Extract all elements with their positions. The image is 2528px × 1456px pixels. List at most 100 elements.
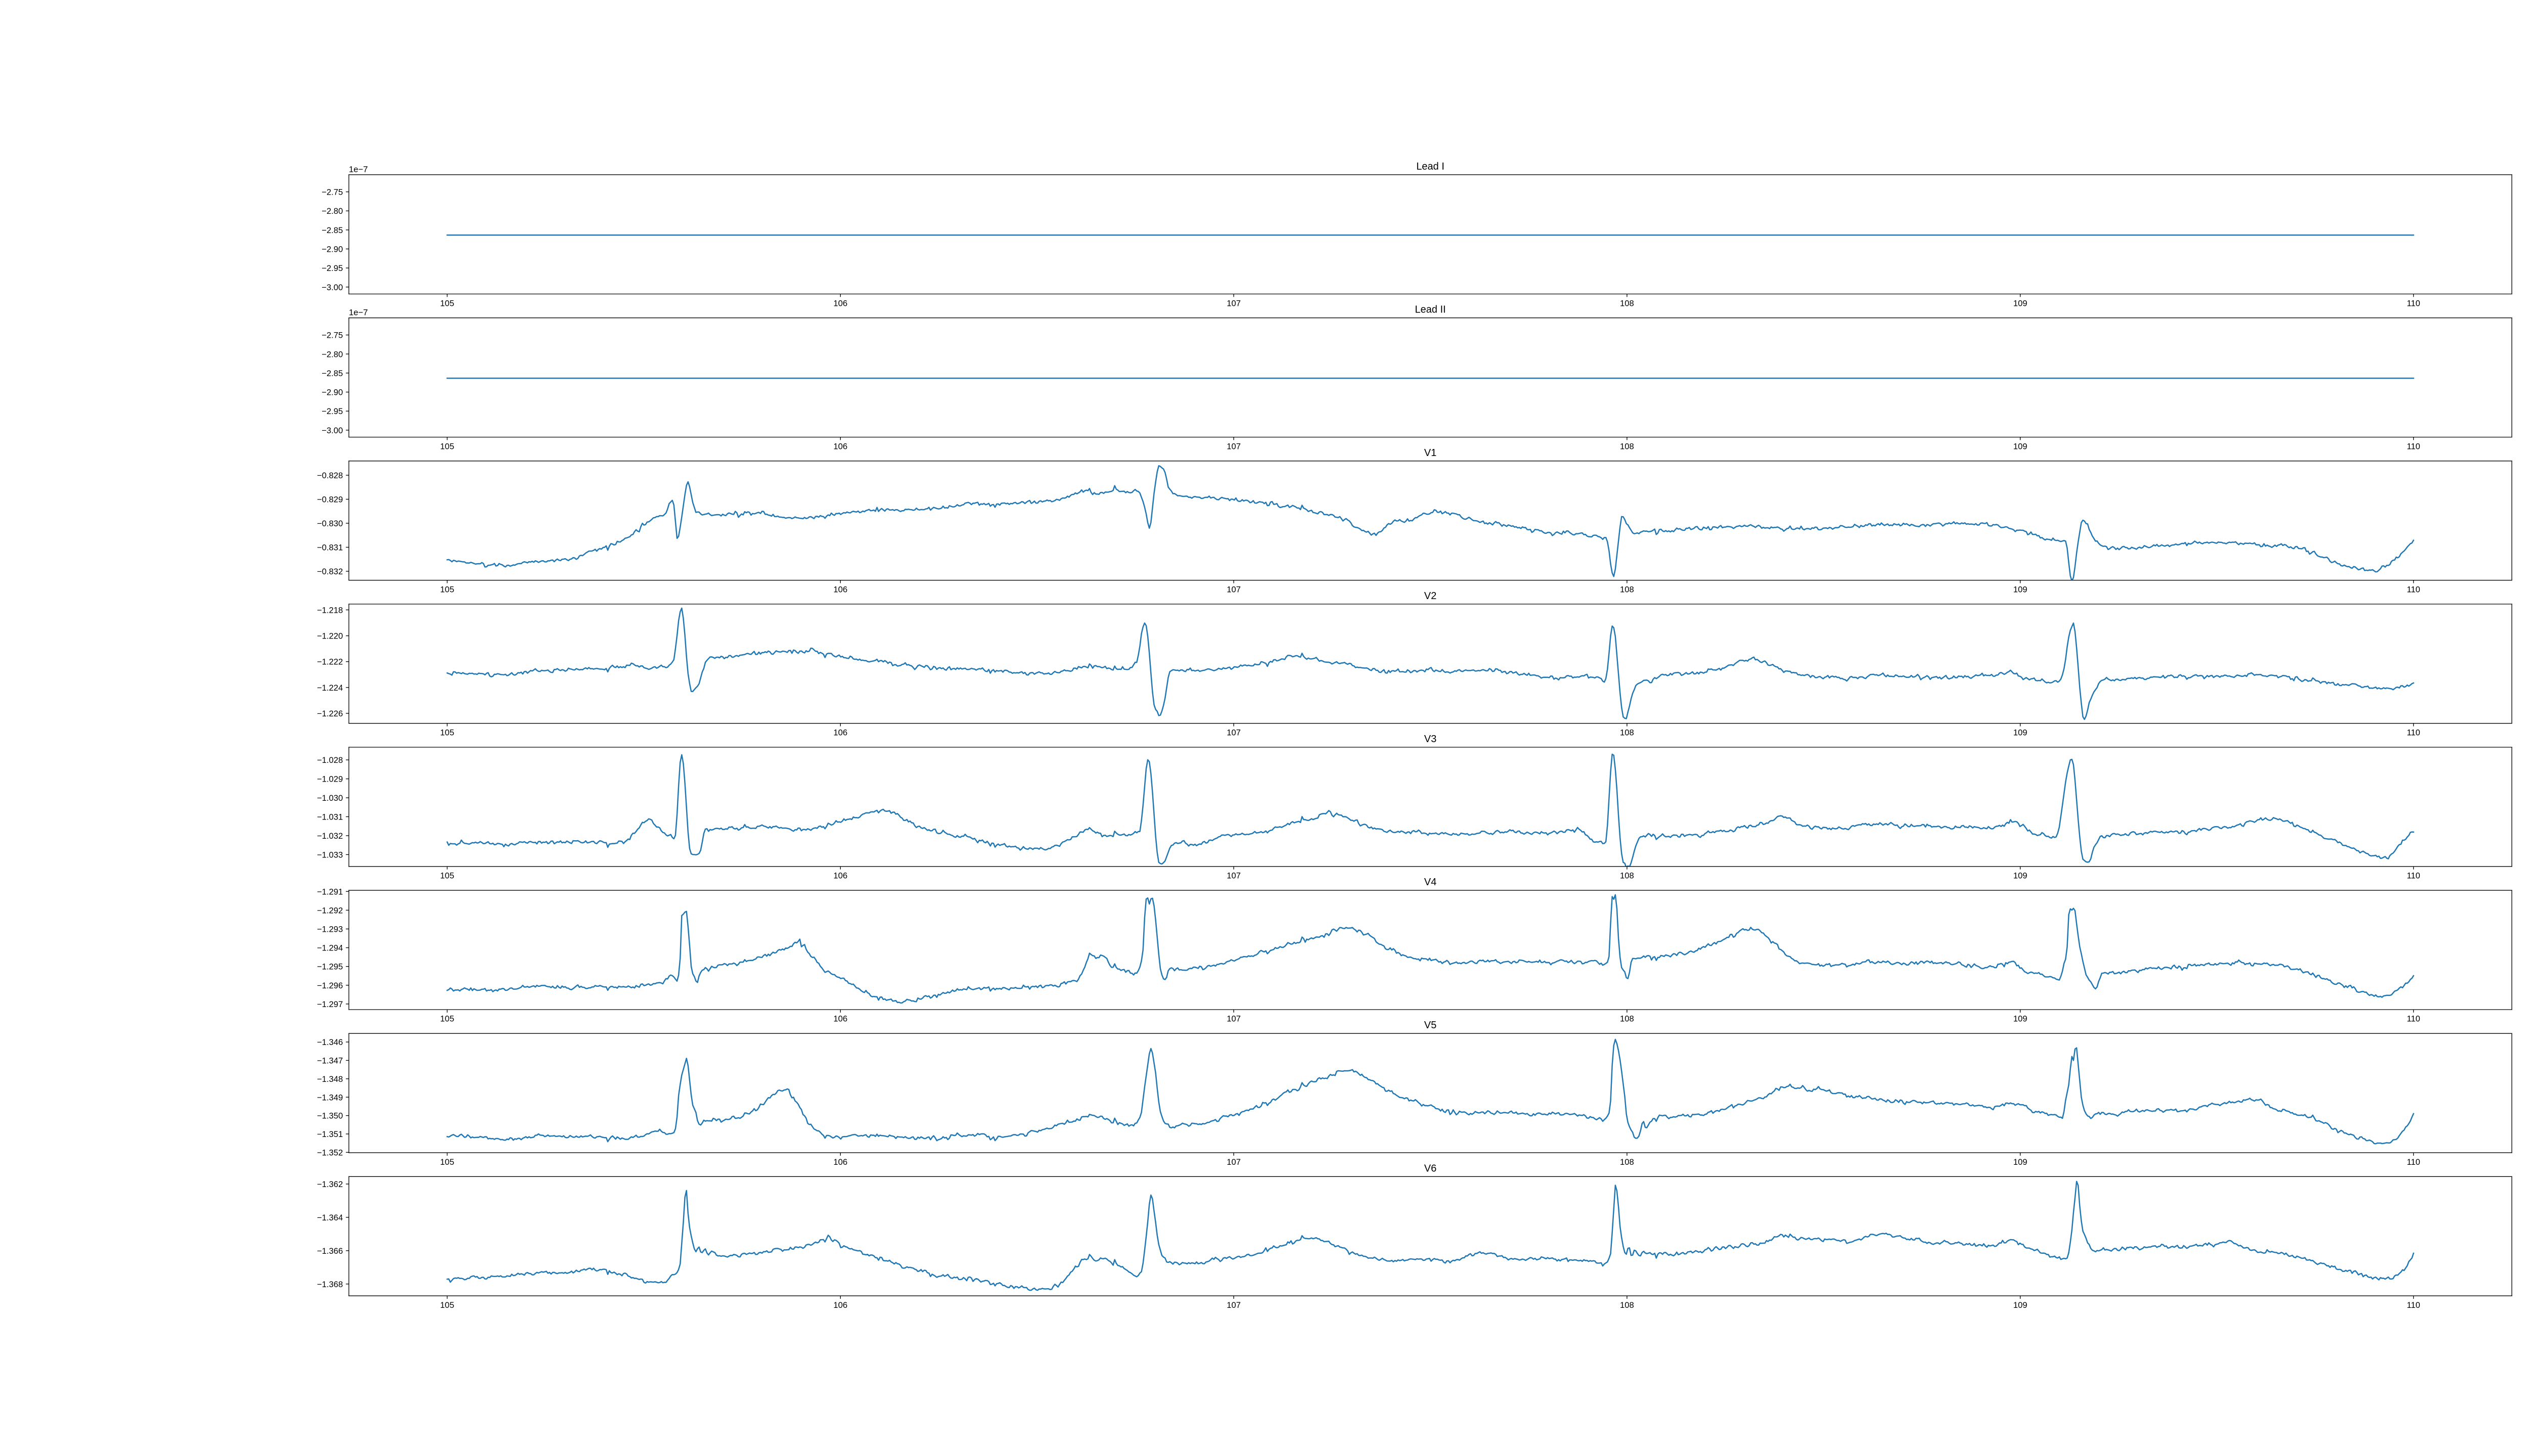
svg-text:V1: V1 bbox=[1424, 447, 1436, 459]
svg-text:−2.90: −2.90 bbox=[322, 388, 343, 397]
svg-text:110: 110 bbox=[2407, 298, 2420, 308]
svg-text:108: 108 bbox=[1620, 1014, 1634, 1024]
svg-text:−1.292: −1.292 bbox=[317, 905, 343, 915]
svg-text:108: 108 bbox=[1620, 728, 1634, 738]
svg-text:107: 107 bbox=[1227, 298, 1241, 308]
svg-text:Lead II: Lead II bbox=[1415, 304, 1446, 315]
svg-text:109: 109 bbox=[2013, 298, 2027, 308]
svg-text:106: 106 bbox=[833, 584, 847, 594]
svg-text:−1.362: −1.362 bbox=[317, 1179, 343, 1189]
svg-text:−2.80: −2.80 bbox=[322, 349, 343, 359]
svg-text:−1.366: −1.366 bbox=[317, 1246, 343, 1256]
svg-text:−0.830: −0.830 bbox=[317, 519, 343, 528]
svg-text:110: 110 bbox=[2407, 441, 2420, 451]
svg-text:V5: V5 bbox=[1424, 1020, 1436, 1031]
svg-text:108: 108 bbox=[1620, 441, 1634, 451]
svg-text:−1.295: −1.295 bbox=[317, 962, 343, 972]
svg-text:−1.293: −1.293 bbox=[317, 925, 343, 934]
svg-text:−0.829: −0.829 bbox=[317, 495, 343, 505]
svg-text:−2.75: −2.75 bbox=[322, 331, 343, 340]
svg-text:107: 107 bbox=[1227, 1014, 1241, 1024]
svg-text:106: 106 bbox=[833, 298, 847, 308]
svg-text:107: 107 bbox=[1227, 1300, 1241, 1310]
svg-text:−1.220: −1.220 bbox=[317, 631, 343, 641]
svg-text:−2.95: −2.95 bbox=[322, 406, 343, 416]
svg-text:106: 106 bbox=[833, 728, 847, 738]
svg-text:105: 105 bbox=[440, 298, 455, 308]
svg-text:105: 105 bbox=[440, 871, 455, 881]
svg-text:V6: V6 bbox=[1424, 1163, 1436, 1174]
svg-text:−2.75: −2.75 bbox=[322, 188, 343, 197]
svg-text:−1.347: −1.347 bbox=[317, 1056, 343, 1066]
svg-text:109: 109 bbox=[2013, 728, 2027, 738]
svg-text:V3: V3 bbox=[1424, 734, 1436, 745]
svg-text:108: 108 bbox=[1620, 1300, 1634, 1310]
svg-text:1e−7: 1e−7 bbox=[349, 308, 368, 317]
svg-text:−1.030: −1.030 bbox=[317, 793, 343, 803]
svg-text:109: 109 bbox=[2013, 1157, 2027, 1167]
svg-text:109: 109 bbox=[2013, 871, 2027, 881]
svg-text:−1.033: −1.033 bbox=[317, 850, 343, 859]
svg-text:107: 107 bbox=[1227, 871, 1241, 881]
svg-text:−2.95: −2.95 bbox=[322, 263, 343, 273]
svg-text:−1.346: −1.346 bbox=[317, 1037, 343, 1047]
svg-text:105: 105 bbox=[440, 728, 455, 738]
svg-text:−1.294: −1.294 bbox=[317, 943, 343, 953]
svg-text:−1.352: −1.352 bbox=[317, 1148, 343, 1157]
svg-text:109: 109 bbox=[2013, 441, 2027, 451]
svg-text:110: 110 bbox=[2407, 584, 2420, 594]
svg-text:110: 110 bbox=[2407, 871, 2420, 881]
svg-text:107: 107 bbox=[1227, 728, 1241, 738]
svg-text:−1.222: −1.222 bbox=[317, 657, 343, 667]
svg-text:110: 110 bbox=[2407, 1157, 2420, 1167]
svg-text:105: 105 bbox=[440, 584, 455, 594]
svg-text:−0.832: −0.832 bbox=[317, 567, 343, 576]
svg-text:−1.028: −1.028 bbox=[317, 755, 343, 765]
svg-text:−1.348: −1.348 bbox=[317, 1074, 343, 1084]
svg-text:−1.031: −1.031 bbox=[317, 812, 343, 822]
svg-text:108: 108 bbox=[1620, 871, 1634, 881]
svg-text:−3.00: −3.00 bbox=[322, 283, 343, 292]
svg-text:−1.351: −1.351 bbox=[317, 1129, 343, 1139]
svg-text:106: 106 bbox=[833, 1157, 847, 1167]
svg-text:−1.297: −1.297 bbox=[317, 999, 343, 1009]
svg-text:109: 109 bbox=[2013, 584, 2027, 594]
svg-text:110: 110 bbox=[2407, 1014, 2420, 1024]
svg-text:107: 107 bbox=[1227, 584, 1241, 594]
svg-text:−0.828: −0.828 bbox=[317, 471, 343, 480]
svg-text:−1.226: −1.226 bbox=[317, 709, 343, 718]
svg-text:110: 110 bbox=[2407, 1300, 2420, 1310]
svg-text:109: 109 bbox=[2013, 1300, 2027, 1310]
svg-text:107: 107 bbox=[1227, 441, 1241, 451]
svg-text:108: 108 bbox=[1620, 584, 1634, 594]
svg-text:−2.85: −2.85 bbox=[322, 225, 343, 235]
svg-text:−1.029: −1.029 bbox=[317, 775, 343, 784]
svg-text:−1.296: −1.296 bbox=[317, 981, 343, 990]
svg-text:−1.032: −1.032 bbox=[317, 831, 343, 841]
svg-text:109: 109 bbox=[2013, 1014, 2027, 1024]
svg-text:Lead I: Lead I bbox=[1416, 161, 1444, 172]
svg-text:108: 108 bbox=[1620, 298, 1634, 308]
svg-text:105: 105 bbox=[440, 1157, 455, 1167]
svg-text:105: 105 bbox=[440, 441, 455, 451]
svg-text:106: 106 bbox=[833, 871, 847, 881]
svg-text:−3.00: −3.00 bbox=[322, 426, 343, 435]
svg-text:108: 108 bbox=[1620, 1157, 1634, 1167]
svg-text:107: 107 bbox=[1227, 1157, 1241, 1167]
svg-text:−2.85: −2.85 bbox=[322, 369, 343, 378]
svg-text:V2: V2 bbox=[1424, 590, 1436, 602]
svg-text:−2.80: −2.80 bbox=[322, 206, 343, 216]
svg-text:−1.364: −1.364 bbox=[317, 1213, 343, 1222]
svg-text:105: 105 bbox=[440, 1014, 455, 1024]
svg-text:V4: V4 bbox=[1424, 877, 1436, 888]
svg-text:−1.349: −1.349 bbox=[317, 1093, 343, 1102]
svg-text:−1.291: −1.291 bbox=[317, 887, 343, 896]
svg-text:−2.90: −2.90 bbox=[322, 244, 343, 254]
svg-text:1e−7: 1e−7 bbox=[349, 165, 368, 174]
svg-text:106: 106 bbox=[833, 441, 847, 451]
svg-text:−0.831: −0.831 bbox=[317, 543, 343, 553]
svg-text:105: 105 bbox=[440, 1300, 455, 1310]
svg-text:−1.224: −1.224 bbox=[317, 683, 343, 693]
svg-text:110: 110 bbox=[2407, 728, 2420, 738]
svg-text:106: 106 bbox=[833, 1300, 847, 1310]
